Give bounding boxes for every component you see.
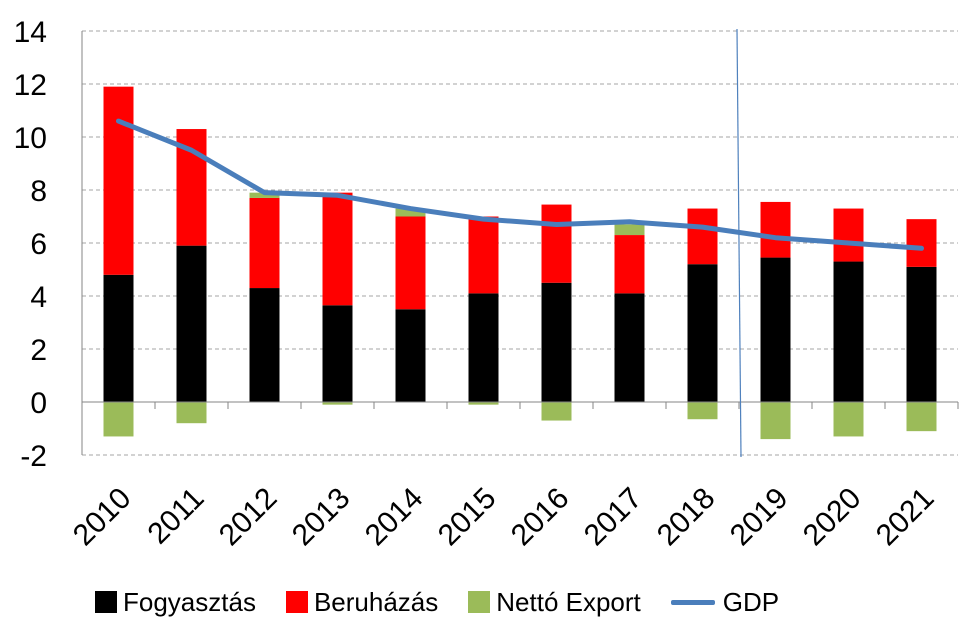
y-tick-label: 2 <box>30 334 47 367</box>
bar-beruh-z-s-2010 <box>103 86 134 275</box>
bar-beruh-z-s-2020 <box>833 208 864 262</box>
bar-fogyaszt-s-2010 <box>103 274 134 402</box>
bar-fogyaszt-s-2020 <box>833 261 864 402</box>
y-tick-label: 8 <box>30 175 47 208</box>
x-tick-label: 2020 <box>797 482 868 553</box>
x-tick-label: 2011 <box>141 482 210 551</box>
bar-nett-export-2014 <box>395 208 426 217</box>
bar-nett-export-2015 <box>468 402 499 405</box>
line-gdp <box>116 118 924 251</box>
bar-nett-export-2019 <box>760 402 791 440</box>
bar-nett-export-2018 <box>687 402 718 420</box>
bar-fogyaszt-s-2015 <box>468 293 499 402</box>
y-tick-label: 12 <box>14 69 47 102</box>
bar-nett-export-2013 <box>322 402 353 405</box>
bar-beruh-z-s-2019 <box>760 201 791 258</box>
x-tick-label: 2015 <box>432 482 503 553</box>
legend-item-beruhazas: Beruházás <box>285 586 439 618</box>
bar-nett-export-2016 <box>541 402 572 421</box>
legend-swatch-netto-export <box>468 591 491 613</box>
bar-fogyaszt-s-2021 <box>906 266 937 402</box>
legend-item-gdp: GDP <box>670 586 780 618</box>
x-tick-label: 2019 <box>724 482 795 553</box>
bar-beruh-z-s-2018 <box>687 208 718 265</box>
x-tick-label: 2017 <box>578 482 649 553</box>
legend: Fogyasztás Beruházás Nettó Export GDP <box>95 582 809 622</box>
bar-beruh-z-s-2013 <box>322 192 353 306</box>
bar-nett-export-2012 <box>249 192 280 198</box>
bar-fogyaszt-s-2018 <box>687 264 718 402</box>
x-tick-label: 2021 <box>870 482 941 553</box>
bar-nett-export-2020 <box>833 402 864 437</box>
x-tick-label: 2018 <box>651 482 722 553</box>
bar-beruh-z-s-2017 <box>614 235 645 294</box>
bar-nett-export-2011 <box>176 402 207 424</box>
x-tick-label: 2016 <box>505 482 576 553</box>
forecast-divider <box>736 28 742 458</box>
bar-fogyaszt-s-2011 <box>176 245 207 402</box>
y-tick-label: 4 <box>30 281 47 314</box>
y-tick-label: 14 <box>14 16 47 49</box>
bar-beruh-z-s-2021 <box>906 219 937 267</box>
y-tick-label: 6 <box>30 228 47 261</box>
bar-fogyaszt-s-2016 <box>541 282 572 402</box>
legend-label-fogyasztas: Fogyasztás <box>123 586 256 617</box>
bar-nett-export-2017 <box>614 224 645 236</box>
bar-fogyaszt-s-2013 <box>322 305 353 402</box>
x-tick-label: 2013 <box>286 482 357 553</box>
bar-fogyaszt-s-2019 <box>760 257 791 402</box>
y-tick-label: 0 <box>30 387 47 420</box>
bar-beruh-z-s-2014 <box>395 216 426 310</box>
legend-label-netto-export: Nettó Export <box>496 586 641 617</box>
legend-label-beruhazas: Beruházás <box>313 586 439 617</box>
x-tick-label: 2014 <box>359 482 430 553</box>
bar-fogyaszt-s-2012 <box>249 288 280 402</box>
bar-fogyaszt-s-2017 <box>614 293 645 402</box>
bar-nett-export-2010 <box>103 402 134 437</box>
bar-beruh-z-s-2015 <box>468 216 499 294</box>
bar-nett-export-2021 <box>906 402 937 432</box>
y-tick-label: 10 <box>14 122 47 155</box>
x-tick-label: 2010 <box>67 482 138 553</box>
bar-beruh-z-s-2016 <box>541 204 572 283</box>
legend-swatch-beruhazas <box>285 591 308 613</box>
x-tick-label: 2012 <box>213 482 284 553</box>
legend-item-netto-export: Nettó Export <box>468 587 641 618</box>
legend-label-gdp: GDP <box>722 586 780 617</box>
bar-fogyaszt-s-2014 <box>395 309 426 402</box>
y-tick-label: -2 <box>20 440 47 473</box>
bar-beruh-z-s-2012 <box>249 197 280 289</box>
legend-line-gdp <box>670 599 715 605</box>
legend-swatch-fogyasztas <box>95 591 117 613</box>
legend-item-fogyasztas: Fogyasztás <box>95 587 256 618</box>
